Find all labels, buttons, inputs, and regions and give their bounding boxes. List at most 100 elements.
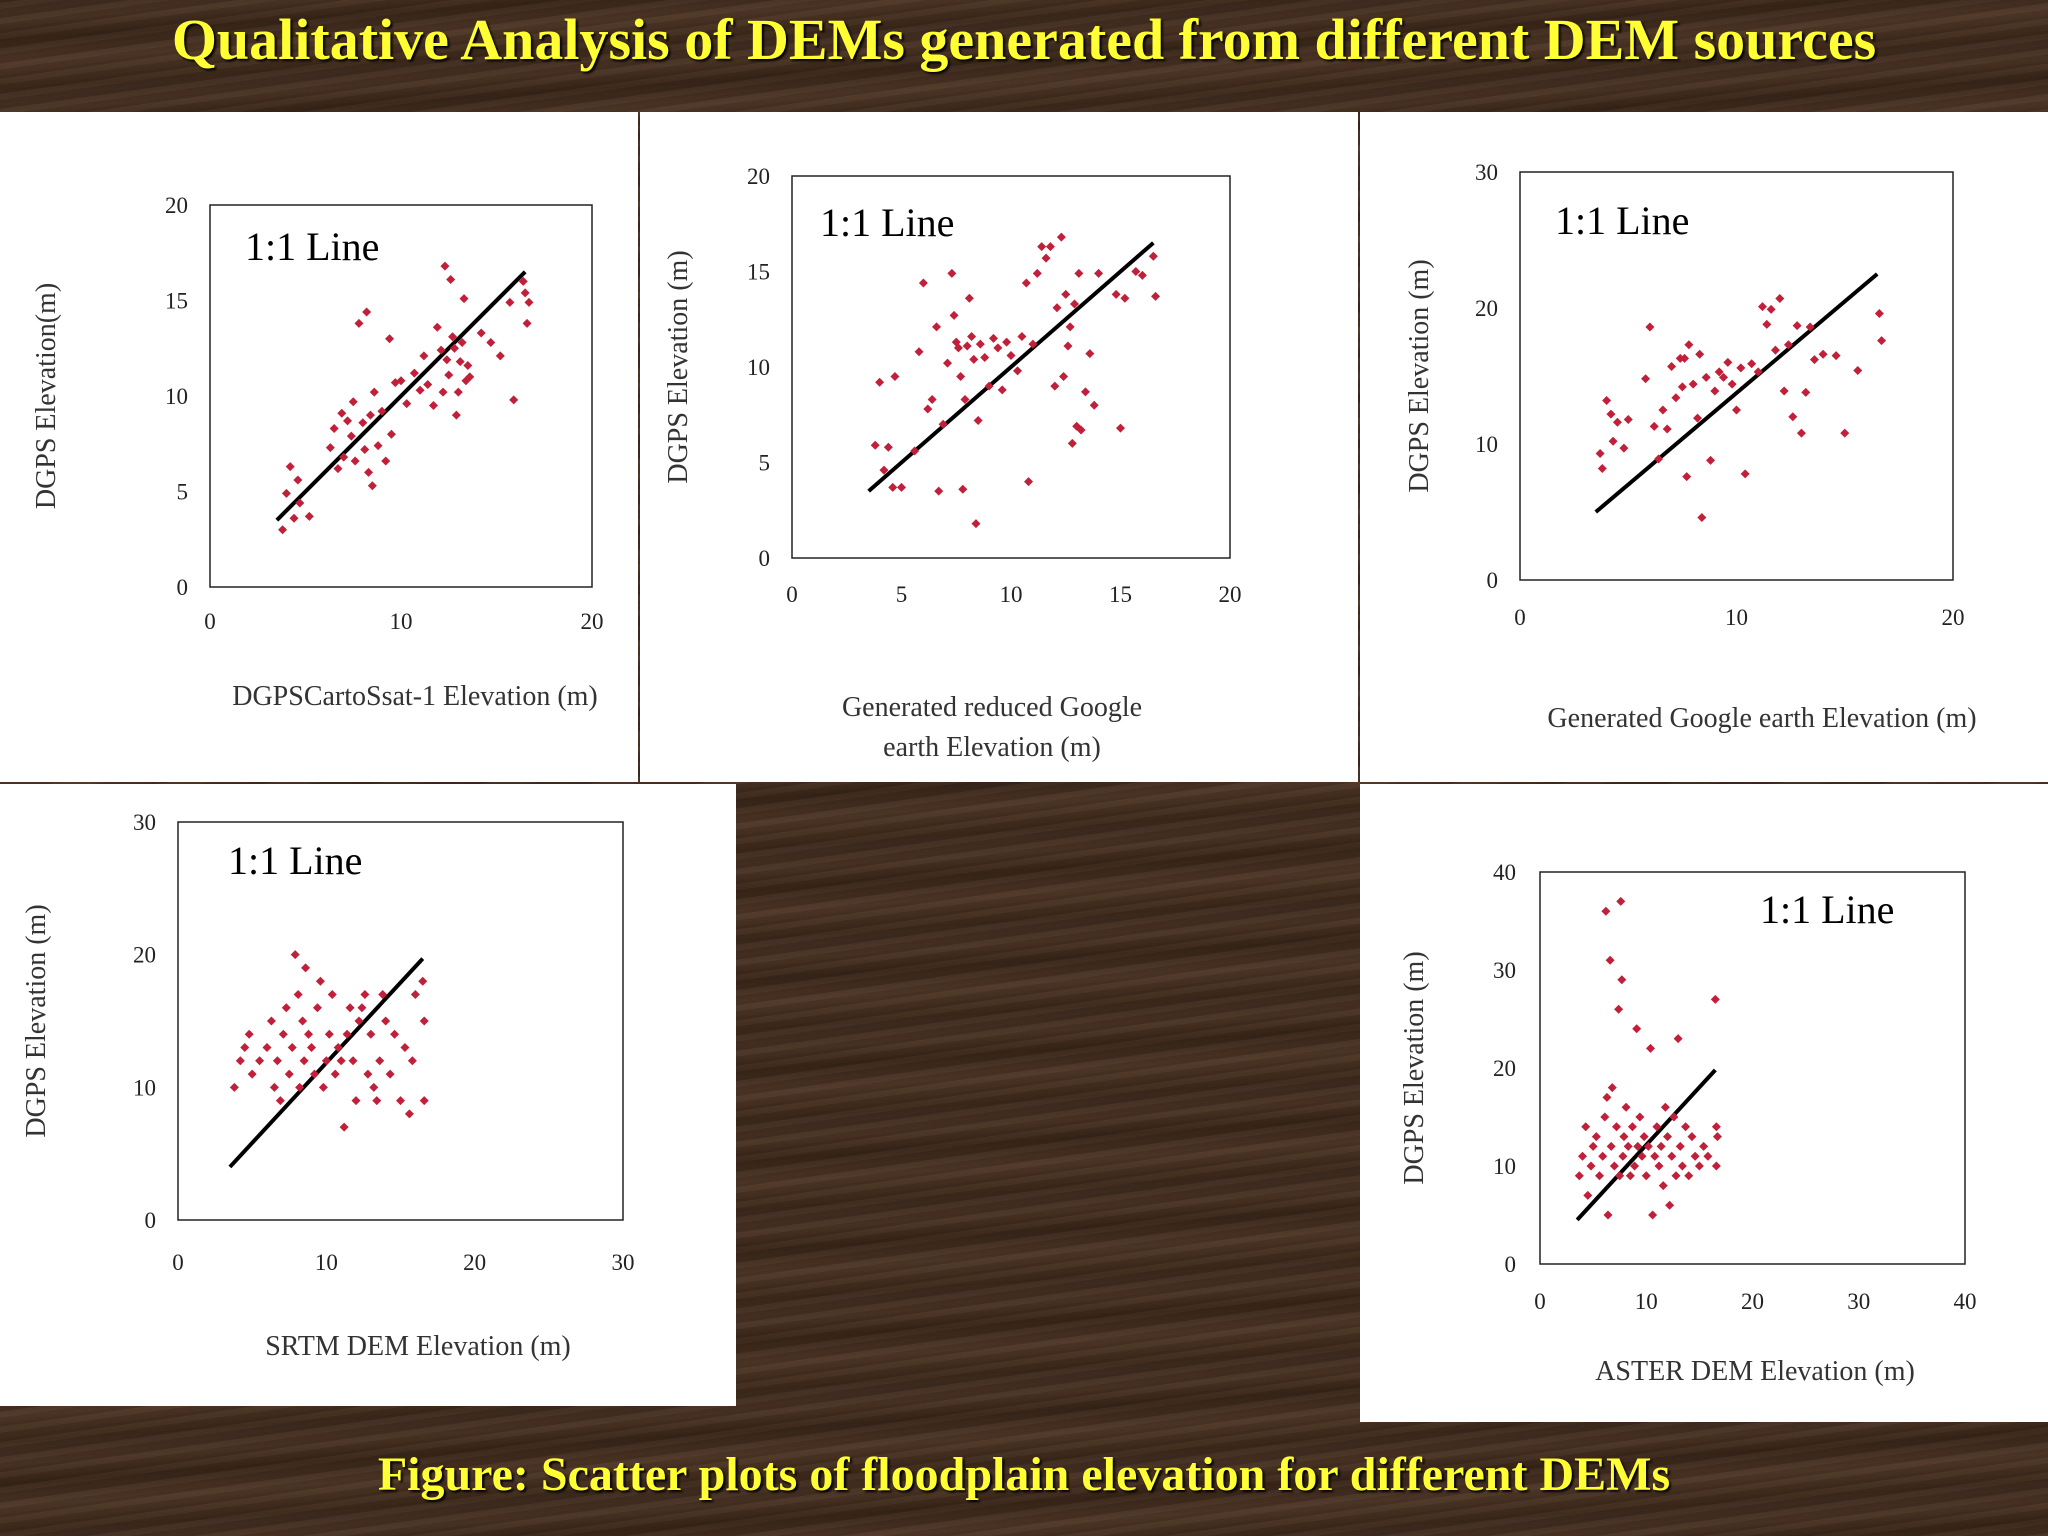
scatter-point bbox=[1625, 1171, 1635, 1181]
scatter-point bbox=[1605, 955, 1615, 965]
y-tick-label: 20 bbox=[133, 943, 156, 968]
x-axis-label: earth Elevation (m) bbox=[883, 732, 1101, 763]
scatter-point bbox=[923, 404, 933, 414]
scatter-point bbox=[293, 475, 303, 485]
scatter-point bbox=[1612, 1122, 1621, 1132]
scatter-chart-reduced-google: 0 5 10 15 20 0 5 10 15 20 DGPS Elevation (m) Genera… bbox=[663, 164, 1242, 763]
scatter-point bbox=[463, 360, 473, 370]
scatter-point bbox=[354, 1016, 364, 1026]
scatter-point bbox=[1602, 1092, 1612, 1102]
scatter-point bbox=[1591, 1132, 1601, 1142]
scatter-point bbox=[1714, 367, 1724, 377]
chart-panel-google: 0 10 20 0 10 20 30 DGPS Elevation (m) Generated … bbox=[1360, 112, 2048, 782]
scatter-point bbox=[1650, 1151, 1660, 1161]
scatter-point bbox=[1684, 340, 1694, 350]
scatter-point bbox=[1703, 1151, 1713, 1161]
scatter-point bbox=[345, 1003, 355, 1013]
scatter-point bbox=[888, 482, 898, 492]
y-tick-label: 0 bbox=[759, 546, 771, 571]
scatter-point bbox=[1677, 382, 1687, 392]
scatter-point bbox=[442, 355, 452, 365]
scatter-point bbox=[518, 276, 528, 286]
scatter-point bbox=[1070, 299, 1080, 309]
scatter-point bbox=[1697, 512, 1707, 522]
scatter-point bbox=[1853, 366, 1863, 376]
scatter-chart-srtm: 0 10 20 30 0 10 20 30 DGPS Elevation (m) SRTM DEM… bbox=[21, 810, 635, 1362]
scatter-point bbox=[1658, 1181, 1668, 1191]
scatter-point bbox=[1601, 906, 1611, 916]
scatter-point bbox=[1809, 355, 1819, 365]
scatter-point bbox=[1687, 1132, 1697, 1142]
scatter-point bbox=[1080, 387, 1090, 397]
scatter-point bbox=[495, 351, 505, 361]
scatter-point bbox=[486, 338, 496, 348]
x-tick-label: 10 bbox=[1725, 605, 1748, 630]
scatter-point bbox=[1151, 291, 1161, 301]
scatter-point bbox=[1877, 336, 1887, 346]
scatter-point bbox=[1076, 425, 1086, 435]
scatter-point bbox=[315, 976, 325, 986]
scatter-point bbox=[465, 372, 475, 382]
scatter-point bbox=[1662, 424, 1672, 434]
scatter-point bbox=[1608, 436, 1618, 446]
scatter-point bbox=[1694, 1161, 1704, 1171]
scatter-point bbox=[1660, 1102, 1670, 1112]
scatter-point bbox=[369, 1082, 379, 1092]
scatter-point bbox=[505, 297, 515, 307]
y-tick-label: 10 bbox=[1475, 432, 1498, 457]
scatter-point bbox=[409, 368, 419, 378]
x-tick-label: 10 bbox=[1000, 582, 1023, 607]
scatter-point bbox=[960, 394, 970, 404]
y-tick-label: 0 bbox=[1505, 1252, 1517, 1277]
scatter-point bbox=[348, 1056, 358, 1066]
scatter-point bbox=[914, 347, 924, 357]
scatter-point bbox=[1615, 1171, 1625, 1181]
scatter-point bbox=[419, 1096, 429, 1106]
scatter-point bbox=[1609, 1161, 1619, 1171]
one-to-one-annotation: 1:1 Line bbox=[245, 224, 379, 269]
scatter-point bbox=[366, 1029, 376, 1039]
scatter-point bbox=[407, 1056, 417, 1066]
y-tick-label: 0 bbox=[177, 575, 189, 600]
scatter-point bbox=[910, 446, 920, 456]
scatter-point bbox=[476, 328, 486, 338]
scatter-point bbox=[1680, 353, 1690, 363]
scatter-point bbox=[1621, 1102, 1631, 1112]
y-tick-label: 10 bbox=[1493, 1154, 1516, 1179]
x-tick-label: 20 bbox=[581, 609, 604, 634]
scatter-point bbox=[1616, 896, 1626, 906]
x-tick-label: 15 bbox=[1109, 582, 1132, 607]
scatter-point bbox=[324, 1029, 334, 1039]
scatter-point bbox=[1753, 367, 1763, 377]
y-tick-label: 20 bbox=[165, 193, 188, 218]
scatter-point bbox=[1766, 304, 1776, 314]
scatter-point bbox=[1627, 1122, 1637, 1132]
scatter-point bbox=[298, 1016, 308, 1026]
scatter-point bbox=[247, 1069, 257, 1079]
scatter-point bbox=[1006, 351, 1016, 361]
scatter-point bbox=[346, 431, 356, 441]
scatter-point bbox=[509, 395, 519, 405]
scatter-point bbox=[973, 415, 983, 425]
chart-panel-reduced-google: 0 5 10 15 20 0 5 10 15 20 DGPS Elevation (m) Genera… bbox=[640, 112, 1358, 782]
scatter-chart-aster: 0 10 20 30 40 0 10 20 30 40 DGPS Elevation (m) ASTE… bbox=[1399, 860, 1977, 1387]
scatter-point bbox=[329, 423, 339, 433]
scatter-point bbox=[1654, 454, 1664, 464]
scatter-point bbox=[1701, 372, 1711, 382]
y-tick-label: 30 bbox=[133, 810, 156, 835]
scatter-point bbox=[272, 1056, 282, 1066]
scatter-point bbox=[400, 1043, 410, 1053]
scatter-point bbox=[342, 1029, 352, 1039]
scatter-point bbox=[1654, 1161, 1664, 1171]
scatter-point bbox=[410, 989, 420, 999]
scatter-point bbox=[1028, 339, 1038, 349]
scatter-point bbox=[404, 1109, 414, 1119]
scatter-point bbox=[1675, 1141, 1685, 1151]
scatter-point bbox=[1037, 242, 1047, 252]
figure-caption: Figure: Scatter plots of floodplain elev… bbox=[377, 1448, 1671, 1501]
scatter-point bbox=[266, 1016, 276, 1026]
scatter-point bbox=[918, 278, 928, 288]
scatter-point bbox=[290, 950, 300, 960]
scatter-point bbox=[1665, 1200, 1675, 1210]
scatter-point bbox=[1658, 405, 1668, 415]
